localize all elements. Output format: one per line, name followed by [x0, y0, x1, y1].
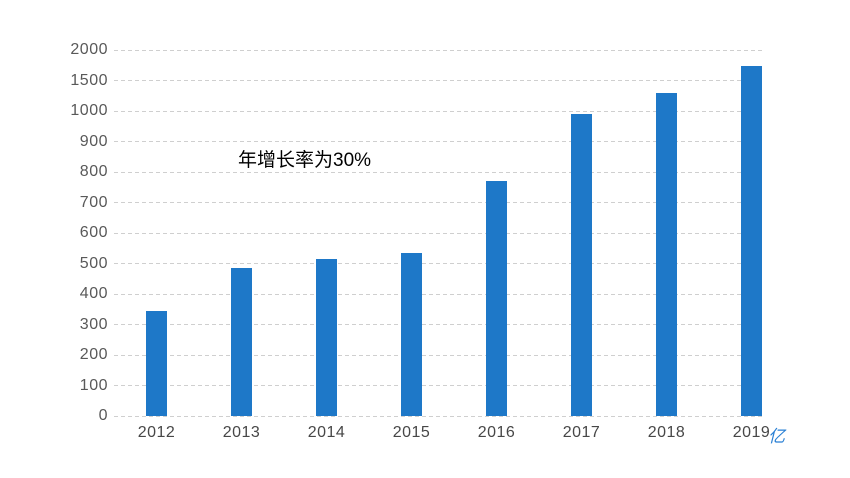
y-axis-tick-label: 300	[79, 315, 108, 333]
x-axis-tick-label: 2017	[562, 424, 601, 441]
y-axis-tick-label: 500	[79, 254, 108, 272]
y-axis-tick-label: 200	[79, 346, 108, 363]
x-axis-tick-label: 2014	[307, 424, 346, 441]
x-axis-tick-label: 2018	[647, 424, 686, 441]
y-axis-tick-label: 100	[79, 376, 108, 394]
gridline	[114, 415, 763, 417]
gridline	[114, 354, 763, 356]
bar-2016	[486, 181, 507, 416]
gridline	[114, 385, 763, 386]
x-axis-tick-label: 2015	[392, 424, 431, 441]
gridline	[114, 232, 763, 234]
bar-2014	[316, 259, 337, 416]
gridline	[114, 202, 763, 203]
x-axis-tick-label: 2016	[477, 424, 516, 441]
x-axis-tick-label: 2013	[222, 424, 261, 441]
bar-2019	[741, 66, 762, 416]
x-axis-tick-label: 2012	[137, 424, 176, 441]
growth-rate-annotation: 年增长率为30%	[238, 150, 372, 171]
gridline	[114, 141, 763, 142]
gridline	[114, 80, 763, 81]
gridline	[114, 324, 763, 325]
gridline	[114, 110, 763, 112]
gridline	[114, 263, 763, 264]
gridline	[114, 171, 763, 173]
gridline	[114, 293, 763, 295]
y-axis-tick-label: 800	[79, 163, 108, 180]
bar-2018	[656, 93, 677, 416]
bar-2017	[571, 114, 592, 416]
gridline	[114, 49, 763, 51]
y-axis-tick-label: 1500	[70, 71, 108, 89]
x-axis-tick-label: 2019	[732, 424, 771, 441]
y-axis-tick-label: 900	[79, 132, 108, 150]
y-axis-tick-label: 2000	[70, 41, 108, 58]
y-axis-tick-label: 400	[79, 285, 108, 302]
y-axis-tick-label: 1000	[70, 102, 108, 119]
bar-2013	[231, 268, 252, 416]
bar-2012	[146, 311, 167, 416]
bar-2015	[401, 253, 422, 416]
y-axis-tick-label: 600	[79, 224, 108, 241]
y-axis-tick-label: 700	[79, 193, 108, 211]
y-unit-label: 亿	[768, 427, 785, 446]
y-axis-tick-label: 0	[98, 407, 108, 424]
